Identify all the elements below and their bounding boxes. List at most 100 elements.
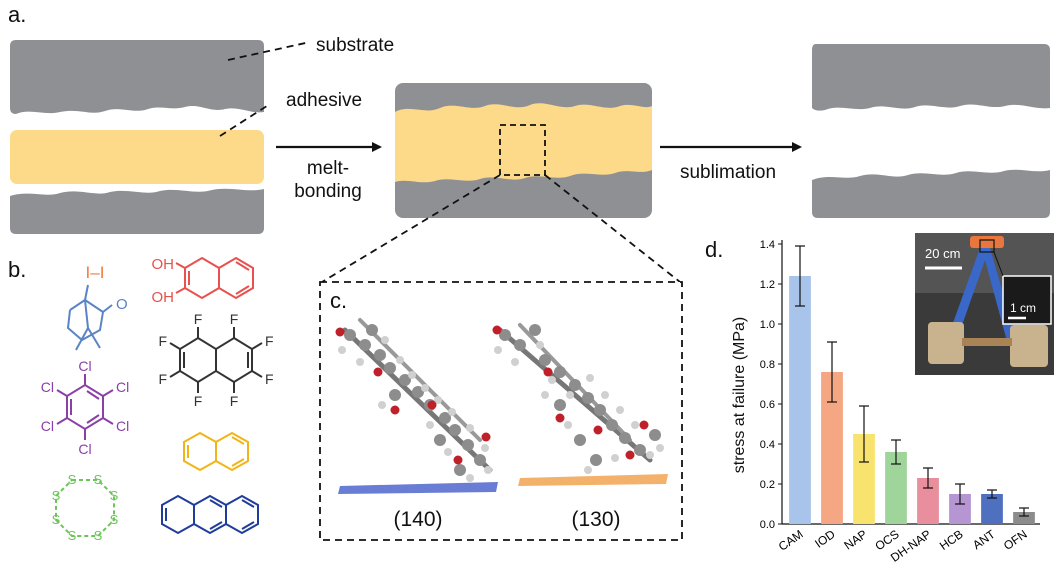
- y-tick-label: 0.4: [760, 439, 775, 451]
- octafluoronaphthalene-molecule: F F F F F F F F: [158, 311, 273, 409]
- hcb-cl-2: Cl: [116, 379, 129, 395]
- ofn-f-8: F: [158, 333, 167, 349]
- error-bar-hcb: [955, 483, 965, 505]
- s8-atom-8: S: [52, 488, 61, 503]
- error-bar-nap: [859, 405, 869, 463]
- x-tick-label-nap: NAP: [841, 527, 869, 553]
- bar-iod: [821, 372, 843, 524]
- x-tick-label-iod: IOD: [812, 527, 838, 551]
- panel-c-frame: [319, 281, 683, 541]
- ofn-f-4: F: [265, 371, 274, 387]
- panel-a: a. substrate adhesive melt- bonding subl…: [8, 2, 1050, 234]
- substrate-top-right: [812, 44, 1050, 111]
- y-axis-title: stress at failure (MPa): [731, 317, 748, 473]
- bars: [789, 276, 1035, 524]
- s8-atom-2: S: [94, 472, 103, 487]
- substrate-bottom-left: [10, 188, 264, 234]
- substrate-pointer: [227, 41, 311, 61]
- naphthalene-molecule: [183, 431, 249, 472]
- bar-hcb: [949, 494, 971, 524]
- panel-c-label: c.: [330, 288, 347, 313]
- zoom-line-left: [321, 174, 501, 283]
- panel-d: d. stress at failure (MPa) 0.0 0.2 0.4 0.6 0…: [705, 233, 1054, 564]
- hcb-cl-5: Cl: [41, 418, 54, 434]
- panel-b-label: b.: [8, 257, 26, 282]
- photo-weight-left: [928, 322, 964, 364]
- scale-1cm-label: 1 cm: [1010, 301, 1036, 315]
- y-tick-label: 0.0: [760, 519, 775, 531]
- dhnap-oh-1: OH: [152, 256, 175, 273]
- panel-c: c. (140): [319, 174, 683, 541]
- camphor-oxygen: O: [116, 296, 128, 313]
- error-bar-dh-nap: [923, 467, 933, 489]
- panel-d-label: d.: [705, 237, 723, 262]
- octasulfur-molecule: S S S S S S S S: [52, 472, 119, 543]
- ofn-f-5: F: [230, 393, 239, 409]
- bar-dh-nap: [917, 478, 939, 524]
- s8-atom-6: S: [68, 528, 77, 543]
- ofn-f-6: F: [194, 393, 203, 409]
- hcb-cl-6: Cl: [41, 379, 54, 395]
- ofn-f-2: F: [230, 311, 239, 327]
- y-tick-label: 0.2: [760, 479, 775, 491]
- bar-ocs: [885, 452, 907, 524]
- facet-plane-130: [518, 474, 668, 486]
- photo-blue-strap: [945, 248, 1018, 345]
- melt-bonding-label-line2: bonding: [294, 181, 362, 202]
- hcb-cl-3: Cl: [116, 418, 129, 434]
- photo-bar: [962, 338, 1012, 346]
- x-tick-label-cam: CAM: [776, 527, 806, 554]
- melt-bonding-label-line1: melt-: [307, 158, 349, 179]
- y-tick-label: 1.2: [760, 279, 775, 291]
- bar-ant: [981, 494, 1003, 524]
- molecular-stack-right: [492, 323, 664, 474]
- adhesive-pointer: [219, 103, 271, 137]
- s8-atom-5: S: [94, 528, 103, 543]
- camphor-molecule: [66, 284, 113, 351]
- s8-atom-7: S: [52, 512, 61, 527]
- error-bar-ant: [987, 489, 997, 499]
- hexachlorobenzene-molecule: Cl Cl Cl Cl Cl Cl: [41, 358, 129, 457]
- dihydroxynaphthalene-molecule: OH OH: [152, 256, 254, 306]
- s8-atom-3: S: [110, 488, 119, 503]
- y-tick-label: 0.6: [760, 399, 775, 411]
- substrate-top-left: [10, 40, 264, 114]
- inset-photo: 20 cm 1 cm: [915, 233, 1054, 375]
- adhesive-layer-left: [10, 130, 264, 184]
- y-tick-label: 1.4: [760, 239, 775, 251]
- s8-atom-1: S: [68, 472, 77, 487]
- iodine-molecule: I–I: [86, 263, 105, 282]
- substrate-bottom-right: [812, 169, 1050, 218]
- error-bar-ocs: [891, 439, 901, 465]
- substrate-label: substrate: [316, 35, 394, 56]
- ofn-f-7: F: [158, 371, 167, 387]
- hcb-cl-1: Cl: [78, 358, 91, 374]
- error-bar-ofn: [1019, 507, 1029, 517]
- facet-140-label: (140): [393, 508, 442, 531]
- bar-ofn: [1013, 512, 1035, 524]
- ofn-f-1: F: [194, 311, 203, 327]
- y-tick-label: 0.8: [760, 359, 775, 371]
- ofn-f-3: F: [265, 333, 274, 349]
- x-tick-label-ant: ANT: [970, 527, 998, 553]
- x-tick-label-ofn: OFN: [1001, 527, 1030, 553]
- y-ticks: 0.0 0.2 0.4 0.6 0.8 1.0 1.2 1.4: [760, 239, 782, 531]
- facet-plane-140: [338, 482, 498, 494]
- bar-nap: [853, 434, 875, 524]
- scale-20cm-label: 20 cm: [925, 246, 960, 261]
- error-bar-iod: [827, 341, 837, 403]
- bonded-adhesive: [395, 103, 652, 183]
- x-tick-label-hcb: HCB: [937, 527, 966, 553]
- s8-atom-4: S: [110, 512, 119, 527]
- hcb-cl-4: Cl: [78, 441, 91, 457]
- dhnap-oh-2: OH: [152, 289, 175, 306]
- facet-130-label: (130): [571, 508, 620, 531]
- error-bars: [795, 245, 1029, 517]
- molecular-stack-left: [335, 318, 493, 482]
- photo-orange-part: [970, 236, 1004, 248]
- zoom-box: [499, 124, 546, 176]
- adhesive-label: adhesive: [286, 90, 362, 111]
- anthracene-molecule: [161, 494, 259, 535]
